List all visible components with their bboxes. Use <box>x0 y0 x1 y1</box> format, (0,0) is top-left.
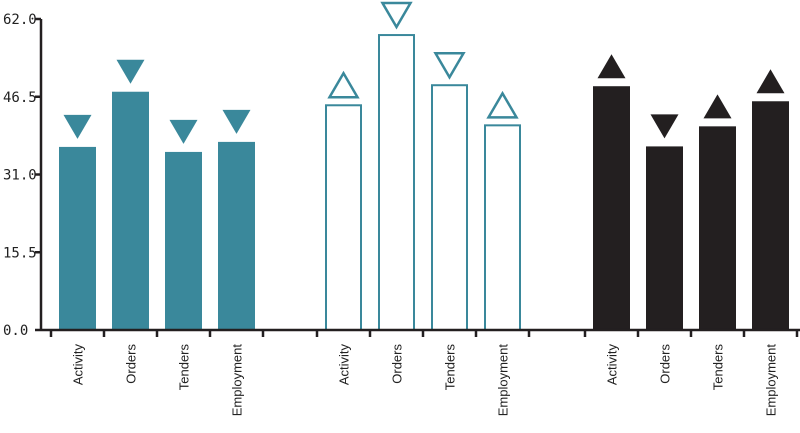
y-tick-label: 15.5 <box>3 245 37 261</box>
marker-down-triangle <box>63 114 92 139</box>
category-label: Employment <box>230 344 245 417</box>
bar-employment <box>218 141 255 330</box>
bar-activity <box>59 146 96 330</box>
bar-orders <box>112 91 149 330</box>
category-label: Tenders <box>711 344 726 391</box>
bar-employment <box>752 101 789 330</box>
marker-down-triangle <box>433 51 466 80</box>
category-label: Employment <box>496 344 511 417</box>
axes <box>39 19 800 337</box>
marker-down-triangle <box>380 1 413 30</box>
bar-activity <box>325 104 362 331</box>
marker-down-triangle <box>169 119 198 144</box>
category-label: Orders <box>658 344 673 384</box>
category-label: Employment <box>764 344 779 417</box>
bar-tenders <box>431 84 468 331</box>
category-label: Tenders <box>443 344 458 391</box>
category-label: Activity <box>71 344 86 386</box>
y-tick-label: 31.0 <box>3 168 37 184</box>
bar-orders <box>646 146 683 330</box>
category-label: Orders <box>124 344 139 384</box>
marker-up-triangle <box>703 94 732 119</box>
marker-down-triangle <box>222 109 251 134</box>
bar-orders <box>378 34 415 332</box>
category-labels: Activity Orders Tenders Employment Activity O… <box>71 344 779 417</box>
bars <box>59 34 789 332</box>
marker-down-triangle <box>116 59 145 84</box>
y-tick-label: 0.0 <box>3 323 28 339</box>
category-label: Orders <box>390 344 405 384</box>
marker-up-triangle <box>597 54 626 79</box>
y-tick-label: 62.0 <box>3 12 37 28</box>
direction-markers <box>63 1 785 144</box>
bar-tenders <box>165 151 202 330</box>
marker-up-triangle <box>327 70 360 99</box>
bar-employment <box>484 124 521 331</box>
y-tick-label: 46.5 <box>3 90 37 106</box>
category-label: Activity <box>605 344 620 386</box>
marker-up-triangle <box>486 90 519 119</box>
marker-up-triangle <box>756 69 785 94</box>
y-axis-ticks: 0.0 15.5 31.0 46.5 62.0 <box>3 12 41 339</box>
bar-activity <box>593 86 630 330</box>
category-label: Activity <box>337 344 352 386</box>
marker-down-triangle <box>650 114 679 139</box>
bar-tenders <box>699 126 736 331</box>
category-label: Tenders <box>177 344 192 391</box>
